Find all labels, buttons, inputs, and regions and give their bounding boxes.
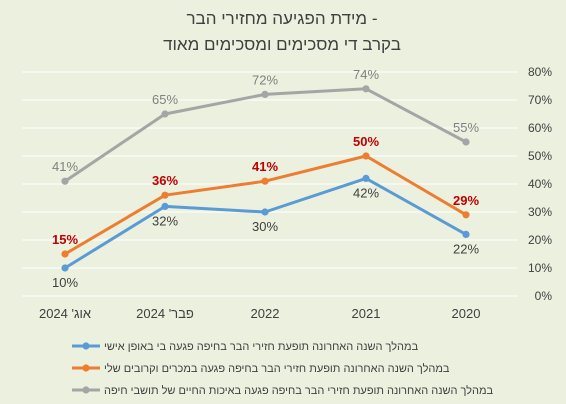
series-1-point [462, 211, 470, 219]
chart-title-line-1: בקרב די מסכימים ומסכימים מאוד [163, 35, 401, 54]
data-labels: 10% 32% 30% 42% 22% 15% 36% 41% 50% 29% 41% 65% 72% 7… [52, 67, 479, 290]
series-2-point [462, 138, 470, 146]
y-axis-ticks: 0% 10% 20% 30% 40% 50% 60% 70% 80% [528, 65, 552, 303]
series-0-point [161, 202, 169, 210]
series-1-point [161, 191, 169, 199]
y-tick-label: 50% [528, 149, 552, 163]
legend-swatch-marker [82, 342, 90, 350]
y-tick-label: 80% [528, 65, 552, 79]
x-tick-label: 2022 [251, 306, 280, 321]
data-label: 65% [152, 92, 178, 107]
data-label: 30% [252, 219, 278, 234]
y-tick-label: 0% [535, 289, 553, 303]
data-label: 42% [353, 185, 379, 200]
data-label: 55% [453, 120, 479, 135]
y-tick-label: 40% [528, 177, 552, 191]
data-label: 41% [52, 159, 78, 174]
legend-swatch-marker [82, 364, 90, 372]
series-2-point [61, 177, 69, 185]
series-0-point [362, 174, 370, 182]
data-label: 50% [353, 134, 379, 149]
x-tick-label: אוג' 2024 [39, 306, 91, 321]
series-1-point [261, 177, 269, 185]
y-tick-label: 30% [528, 205, 552, 219]
series-2-point [161, 110, 169, 118]
series-lines [61, 85, 470, 272]
data-label: 72% [252, 72, 278, 87]
legend-entry: במהלך השנה האחרונה תופעת חזירי הבר בחיפה… [104, 362, 450, 375]
data-label: 36% [152, 173, 178, 188]
x-axis-ticks: אוג' 2024 פבר' 2024 2022 2021 2020 [39, 306, 480, 321]
data-label: 32% [152, 213, 178, 228]
x-tick-label: 2020 [452, 306, 481, 321]
x-tick-label: 2021 [352, 306, 381, 321]
data-label: 10% [52, 275, 78, 290]
legend-entry: במהלך השנה האחרונה תופעת חזירי הבר בחיפה… [104, 384, 494, 397]
series-2-point [261, 90, 269, 98]
legend-swatch-marker [82, 386, 90, 394]
chart-title-line-0: מידת הפגיעה מחזירי הבר - [186, 9, 377, 28]
series-1-point [362, 152, 370, 160]
data-label: 29% [453, 193, 479, 208]
data-label: 41% [252, 159, 278, 174]
y-tick-label: 10% [528, 261, 552, 275]
data-label: 74% [353, 67, 379, 82]
data-label: 22% [453, 241, 479, 256]
y-tick-label: 60% [528, 121, 552, 135]
y-tick-label: 20% [528, 233, 552, 247]
series-0-point [261, 208, 269, 216]
legend: במהלך השנה האחרונה תופעת חזירי הבר בחיפה… [72, 340, 494, 397]
legend-entry: במהלך השנה האחרונה תופעת חזירי הבר בחיפה… [104, 340, 419, 353]
y-tick-label: 70% [528, 93, 552, 107]
chart-title: מידת הפגיעה מחזירי הבר - בקרב די מסכימים … [163, 9, 401, 54]
series-0-point [61, 264, 69, 272]
gridlines [22, 71, 518, 297]
series-2-point [362, 85, 370, 93]
data-label: 15% [52, 232, 78, 247]
series-0-point [462, 230, 470, 238]
x-tick-label: פבר' 2024 [136, 306, 194, 321]
series-1-point [61, 250, 69, 258]
